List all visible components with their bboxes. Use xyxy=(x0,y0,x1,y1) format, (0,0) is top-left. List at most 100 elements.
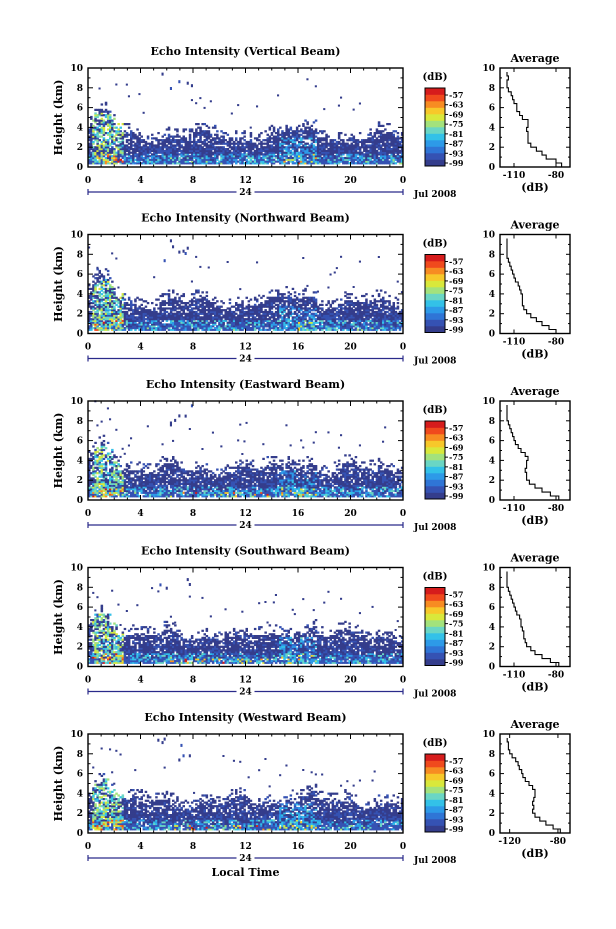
heatmap-cell xyxy=(340,148,343,151)
heatmap-cell xyxy=(113,130,116,133)
heatmap-cell xyxy=(104,314,108,317)
heatmap-cell xyxy=(176,156,179,160)
heatmap-cell xyxy=(199,162,202,165)
heatmap-cell xyxy=(201,149,204,152)
heatmap-cell xyxy=(277,151,280,154)
heatmap-cell xyxy=(321,162,324,165)
heatmap-cell xyxy=(111,318,114,321)
heatmap-cell xyxy=(172,144,175,147)
heatmap-cell xyxy=(201,130,204,133)
heatmap-cell xyxy=(283,148,286,151)
heatmap-cell xyxy=(155,160,158,163)
heatmap-cell xyxy=(300,151,303,154)
heatmap-cell xyxy=(258,156,261,160)
heatmap-cell xyxy=(163,151,167,154)
heatmap-cell xyxy=(308,149,311,152)
panel-title: Echo Intensity (Northward Beam) xyxy=(141,212,350,225)
heatmap-cell xyxy=(354,156,358,160)
heatmap-cell xyxy=(295,144,299,147)
heatmap-cell xyxy=(382,162,385,165)
heatmap-cell xyxy=(251,155,255,158)
heatmap-cell xyxy=(90,162,93,165)
heatmap-cell xyxy=(121,296,125,299)
heatmap-cell xyxy=(176,128,179,131)
heatmap-cell xyxy=(130,146,133,149)
heatmap-cell xyxy=(310,156,314,160)
heatmap-cell xyxy=(92,312,95,315)
heatmap-cell xyxy=(220,162,223,165)
heatmap-cell xyxy=(216,158,219,161)
heatmap-cell xyxy=(88,155,91,158)
heatmap-cell xyxy=(153,325,156,328)
heatmap-cell xyxy=(109,325,112,328)
heatmap-cell xyxy=(348,151,351,154)
heatmap-cell xyxy=(142,160,146,163)
heatmap-cell xyxy=(132,156,135,160)
heatmap-cell xyxy=(337,153,341,156)
heatmap-cell xyxy=(190,140,194,144)
heatmap-cell xyxy=(302,144,305,147)
heatmap-cell xyxy=(100,307,104,310)
heatmap-cell xyxy=(98,155,101,158)
heatmap-cell xyxy=(127,328,131,331)
heatmap-cell xyxy=(367,155,370,158)
heatmap-cell xyxy=(354,142,358,145)
heatmap-cell xyxy=(140,148,143,151)
heatmap-cell xyxy=(100,112,104,115)
heatmap-cell xyxy=(230,160,234,163)
heatmap-cell xyxy=(203,148,206,151)
heatmap-cell xyxy=(130,151,133,154)
heatmap-cell xyxy=(386,133,389,136)
heatmap-cell xyxy=(235,137,238,140)
heatmap-cell xyxy=(92,321,95,324)
heatmap-cell xyxy=(146,309,150,312)
heatmap-cell xyxy=(302,140,305,144)
heatmap-cell xyxy=(369,132,372,135)
heatmap-cell xyxy=(207,135,211,138)
heatmap-cell xyxy=(98,149,101,152)
heatmap-cell xyxy=(132,314,135,317)
x-tick-label: 12 xyxy=(239,176,252,186)
heatmap-cell xyxy=(232,160,236,163)
heatmap-cell xyxy=(350,133,353,136)
heatmap-cell xyxy=(245,146,248,149)
heatmap-cell xyxy=(111,323,114,326)
heatmap-cell xyxy=(201,155,204,158)
heatmap-cell xyxy=(167,162,171,165)
heatmap-cell xyxy=(115,158,118,161)
heatmap-cell xyxy=(266,155,269,158)
heatmap-cell xyxy=(176,151,179,154)
heatmap-cell xyxy=(344,144,347,147)
heatmap-cell xyxy=(321,160,324,163)
profile-title: Average xyxy=(509,52,559,65)
heatmap-cell xyxy=(157,156,160,160)
heatmap-cell xyxy=(277,160,280,163)
heatmap-cell xyxy=(100,284,104,287)
heatmap-cell xyxy=(136,307,139,310)
heatmap-cell xyxy=(289,151,293,154)
heatmap-cell xyxy=(316,132,320,135)
heatmap-cell xyxy=(335,149,339,152)
heatmap-cell xyxy=(394,151,398,154)
heatmap-cell xyxy=(106,293,110,296)
heatmap-cell xyxy=(98,130,101,133)
heatmap-cell xyxy=(295,158,299,161)
heatmap-cell xyxy=(400,158,404,161)
heatmap-cell xyxy=(127,321,131,324)
heatmap-cell xyxy=(350,144,353,147)
heatmap-cell xyxy=(121,156,125,160)
heatmap-cell xyxy=(249,156,253,160)
heatmap-cell xyxy=(232,156,236,160)
heatmap-cell xyxy=(337,156,341,160)
heatmap-cell xyxy=(121,153,125,156)
heatmap-cell xyxy=(291,156,295,160)
heatmap-cell xyxy=(165,156,169,160)
heatmap-cell xyxy=(352,146,356,149)
heatmap-cell xyxy=(279,133,282,136)
heatmap-cell xyxy=(94,108,97,111)
heatmap-cell xyxy=(211,146,215,149)
heatmap-cell xyxy=(140,139,143,142)
heatmap-cell xyxy=(361,142,364,145)
heatmap-cell xyxy=(102,149,106,152)
heatmap-cell xyxy=(119,296,122,299)
